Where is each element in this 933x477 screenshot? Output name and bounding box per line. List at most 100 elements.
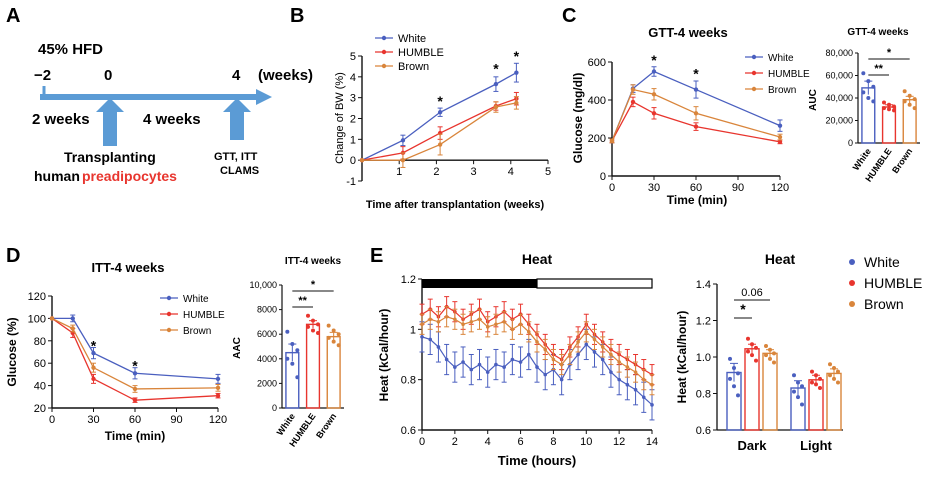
data-point [693,124,699,129]
y-tick-label: 60 [34,358,46,370]
legend-label-brown: Brown [398,61,429,73]
x-tick-label: 60 [129,414,141,426]
y-tick-label: 20,000 [825,116,853,126]
data-point [510,327,515,332]
significance-label: * [311,279,316,291]
chart-title: Heat [765,251,796,267]
data-point [290,342,295,347]
y-tick-label: 0.6 [696,425,711,437]
data-point [818,386,822,391]
data-point [576,340,580,344]
data-point [625,382,630,387]
data-point [584,342,589,347]
data-point [600,345,605,349]
panel-letter-b: B [290,5,304,27]
data-point [754,358,758,363]
significance-star: * [437,93,443,109]
legend-label-humble: HUMBLE [864,275,922,291]
data-point [736,371,740,376]
chart-title: Heat [522,251,553,267]
y-tick-label: 60,000 [825,71,853,81]
chart-d: 20 40 60 80 100 120 0 30 60 90 120 * * ITT-4 weeks Glu… [5,260,227,443]
data-point [732,365,736,370]
y-tick-label: -1 [346,176,356,188]
data-point [444,357,449,362]
x-axis-title: Time (min) [105,429,165,443]
event-gtt-line1: GTT, ITT [214,151,258,163]
chart-title: GTT-4 weeks [847,27,909,38]
data-point [543,347,548,352]
data-point [728,356,732,361]
x-tick-label: 3 [471,166,477,178]
chart-c: 0 200 400 600 0 30 60 90 120 * * GTT-4 weeks Glucose… [571,25,810,207]
category-label-dark: Dark [738,438,768,453]
legend-marker [166,295,172,301]
chart-d-aac: 0200040006000800010,000WhiteHUMBLEBrown*… [232,256,344,449]
data-point [810,369,814,374]
significance-label: 0.06 [741,287,762,299]
data-point [510,357,515,362]
data-point [437,110,443,115]
data-point [777,134,783,140]
legend-marker [381,49,387,55]
y-tick-label: 1 [410,324,416,336]
arrow-transplant [96,98,124,146]
chart-c-auc: 020,00040,00060,00080,000WhiteHUMBLEBrow… [808,27,920,184]
y-tick-label: 80,000 [825,48,853,58]
significance-star: * [693,65,699,81]
bar-brown [326,335,341,409]
legend-marker [381,63,387,69]
data-point [651,69,657,74]
x-tick-label: 30 [87,414,99,426]
y-tick-label: 1.2 [401,274,416,286]
y-tick-label: 0 [350,155,356,167]
x-tick-label: 60 [690,182,702,194]
data-point [836,380,840,385]
y-tick-label: 0.6 [401,425,416,437]
significance-label: ** [874,63,883,75]
dark-period-bar [422,279,537,288]
data-point [215,385,221,391]
data-point [359,157,365,163]
y-axis-title: Heat (kCal/hour) [377,309,391,402]
data-point [887,107,891,112]
x-tick-label: 4 [485,436,491,448]
data-point [336,332,341,337]
data-point [469,367,474,372]
data-point [453,317,457,322]
category-label-brown: Brown [314,411,338,440]
data-point [518,360,523,364]
data-point [514,100,519,106]
category-label-brown: Brown [890,146,914,175]
event-gtt-line2: CLAMS [220,165,259,177]
data-point [828,362,832,367]
data-point [70,326,75,331]
y-tick-label: 0 [272,403,277,413]
x-tick-label: 1 [396,166,402,178]
data-point [444,314,449,319]
data-point [800,384,804,389]
data-point [316,322,320,327]
bar-dark-brown [762,352,778,431]
data-point [285,329,290,334]
significance-label: * [740,301,746,317]
chart-e-bar: 0.6 0.8 1.0 1.2 1.4 Dark Light * 0.06 Heat Heat (k… [675,251,922,453]
data-point [630,99,636,105]
data-point [641,377,646,382]
data-point [518,322,523,327]
legend-label-white: White [398,33,426,45]
x-tick-label: 0 [49,414,55,426]
y-tick-label: 4000 [257,354,277,364]
y-tick-label: 120 [28,291,46,303]
x-tick-label: 2 [433,166,439,178]
legend-label-white: White [768,53,794,64]
data-point [600,357,605,362]
data-point [592,337,597,342]
data-point [912,106,917,111]
y-axis-title: Change of BW (%) [334,72,346,164]
chart-title: ITT-4 weeks [285,256,342,267]
x-axis-title: Time after transplantation (weeks) [366,199,545,211]
x-tick-label: 30 [648,182,660,194]
data-point [461,360,465,364]
